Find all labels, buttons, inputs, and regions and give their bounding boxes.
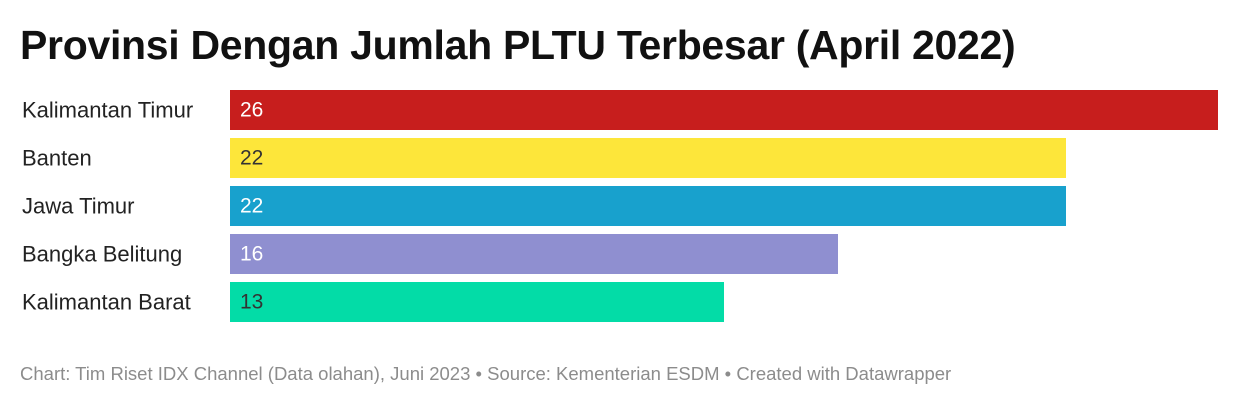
value-label-kalimantan-barat: 13 — [240, 291, 263, 314]
category-label-kalimantan-barat: Kalimantan Barat — [22, 290, 191, 315]
footer-credit: Chart: Tim Riset IDX Channel (Data olaha… — [20, 363, 471, 384]
value-label-bangka-belitung: 16 — [240, 243, 263, 266]
bar-kalimantan-timur — [230, 90, 1218, 130]
value-label-jawa-timur: 22 — [240, 195, 263, 218]
value-label-banten: 22 — [240, 147, 263, 170]
bar-kalimantan-barat — [230, 282, 724, 322]
category-label-banten: Banten — [22, 146, 92, 171]
footer-separator: • — [470, 363, 488, 384]
value-label-kalimantan-timur: 26 — [240, 99, 263, 122]
bar-jawa-timur — [230, 186, 1066, 226]
chart-title: Provinsi Dengan Jumlah PLTU Terbesar (Ap… — [20, 22, 1016, 68]
category-label-jawa-timur: Jawa Timur — [22, 194, 134, 219]
category-label-kalimantan-timur: Kalimantan Timur — [22, 98, 193, 123]
bar-banten — [230, 138, 1066, 178]
footer-source: Source: Kementerian ESDM — [487, 363, 720, 384]
footer-separator: • — [719, 363, 737, 384]
chart-footer: Chart: Tim Riset IDX Channel (Data olaha… — [20, 363, 951, 385]
bar-bangka-belitung — [230, 234, 838, 274]
footer-created: Created with Datawrapper — [736, 363, 952, 384]
category-label-bangka-belitung: Bangka Belitung — [22, 242, 182, 267]
